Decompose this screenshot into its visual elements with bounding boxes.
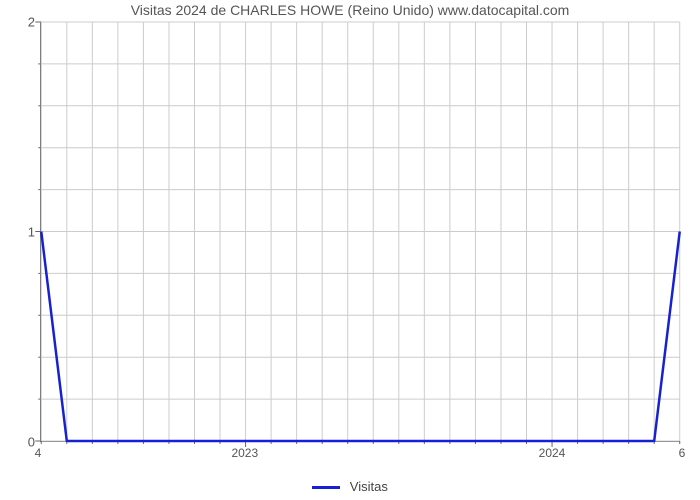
x-corner-left-label: 4 <box>35 446 42 460</box>
x-tick-label: 2023 <box>231 446 258 460</box>
x-corner-right-label: 6 <box>679 446 686 460</box>
legend-swatch <box>312 486 340 489</box>
series-line <box>41 232 679 442</box>
chart-container: Visitas 2024 de CHARLES HOWE (Reino Unid… <box>0 0 700 500</box>
y-tick-label: 2 <box>5 15 35 30</box>
plot-svg <box>41 22 680 441</box>
y-tick-label: 1 <box>5 225 35 240</box>
y-tick-label: 0 <box>5 435 35 450</box>
legend-label: Visitas <box>350 479 388 494</box>
plot-area <box>40 22 680 442</box>
chart-title: Visitas 2024 de CHARLES HOWE (Reino Unid… <box>0 2 700 18</box>
legend: Visitas <box>0 479 700 494</box>
x-tick-label: 2024 <box>539 446 566 460</box>
